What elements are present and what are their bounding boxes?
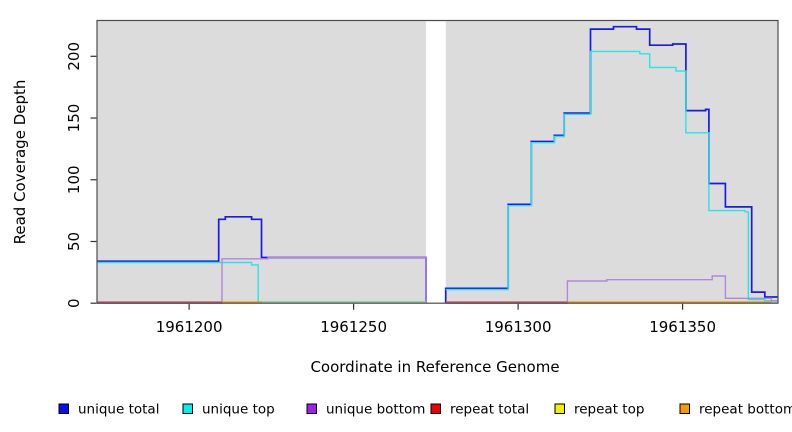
legend-swatch-repeat-total: [430, 403, 441, 414]
y-tick-label: 100: [65, 165, 83, 194]
plot-frame: [96, 19, 779, 304]
x-tick-label: 1961350: [649, 318, 716, 336]
legend-swatch-unique-bottom: [306, 403, 317, 414]
legend-label-unique-top: unique top: [202, 402, 275, 418]
x-tick-label: 1961250: [320, 318, 387, 336]
y-tick-label: 50: [65, 232, 83, 251]
x-tick-label: 1961300: [485, 318, 552, 336]
legend-label-unique-bottom: unique bottom: [326, 402, 425, 418]
legend-label-repeat-top: repeat top: [574, 402, 644, 418]
plot-border: [96, 19, 779, 304]
y-tick-label: 0: [65, 298, 83, 308]
missing-data-gap: [425, 21, 446, 304]
y-tick-label: 200: [65, 42, 83, 71]
axis-ticks: 1961200 1961250 1961300 1961350 0 50 100 150 200: [65, 42, 716, 336]
legend-swatch-unique-top: [182, 403, 193, 414]
legend: unique total unique top unique bottom repea…: [58, 402, 792, 418]
legend-label-unique-total: unique total: [78, 402, 159, 418]
y-tick-label: 150: [65, 104, 83, 133]
legend-swatch-unique-total: [58, 403, 69, 414]
series-line-unique-bottom: [445, 275, 778, 304]
legend-label-repeat-bottom: repeat bottom: [699, 402, 792, 418]
series-line-unique-total: [444, 25, 778, 304]
legend-label-repeat-total: repeat total: [450, 402, 529, 418]
y-axis-title: Read Coverage Depth: [11, 80, 29, 245]
data-gap-band: [425, 21, 446, 304]
series-line-unique-top: [445, 50, 778, 302]
x-tick-label: 1961200: [156, 318, 223, 336]
legend-swatch-repeat-top: [554, 403, 565, 414]
x-axis-title: Coordinate in Reference Genome: [310, 358, 559, 376]
series-lines: [97, 25, 778, 304]
legend-swatch-repeat-bottom: [679, 403, 690, 414]
